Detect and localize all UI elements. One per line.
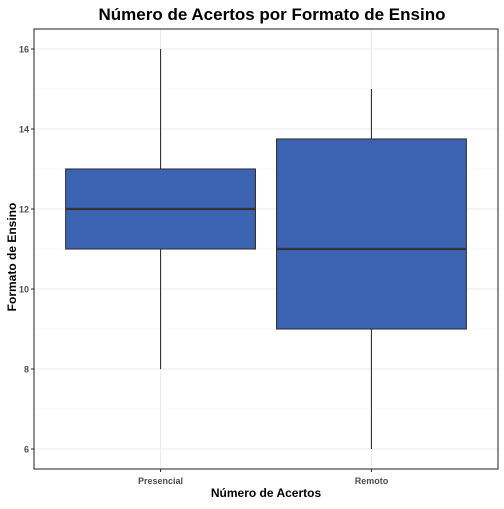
x-tick-label: Remoto	[355, 476, 389, 486]
box-remoto	[275, 138, 467, 330]
y-tick-label: 8	[24, 365, 29, 375]
y-tick-label: 12	[19, 205, 29, 215]
plot-panel: 6 8 10 12 14 16 Presencial Remoto	[19, 28, 499, 486]
y-tick-label: 10	[19, 285, 29, 295]
panel-border	[33, 28, 499, 470]
chart-title: Número de Acertos por Formato de Ensino	[99, 5, 446, 24]
y-tick-label: 6	[24, 445, 29, 455]
x-axis-title: Número de Acertos	[211, 486, 322, 500]
y-axis-title: Formato de Ensino	[5, 203, 19, 312]
x-tick-label: Presencial	[138, 476, 183, 486]
y-tick-label: 14	[19, 125, 29, 135]
y-tick-label: 16	[19, 45, 29, 55]
